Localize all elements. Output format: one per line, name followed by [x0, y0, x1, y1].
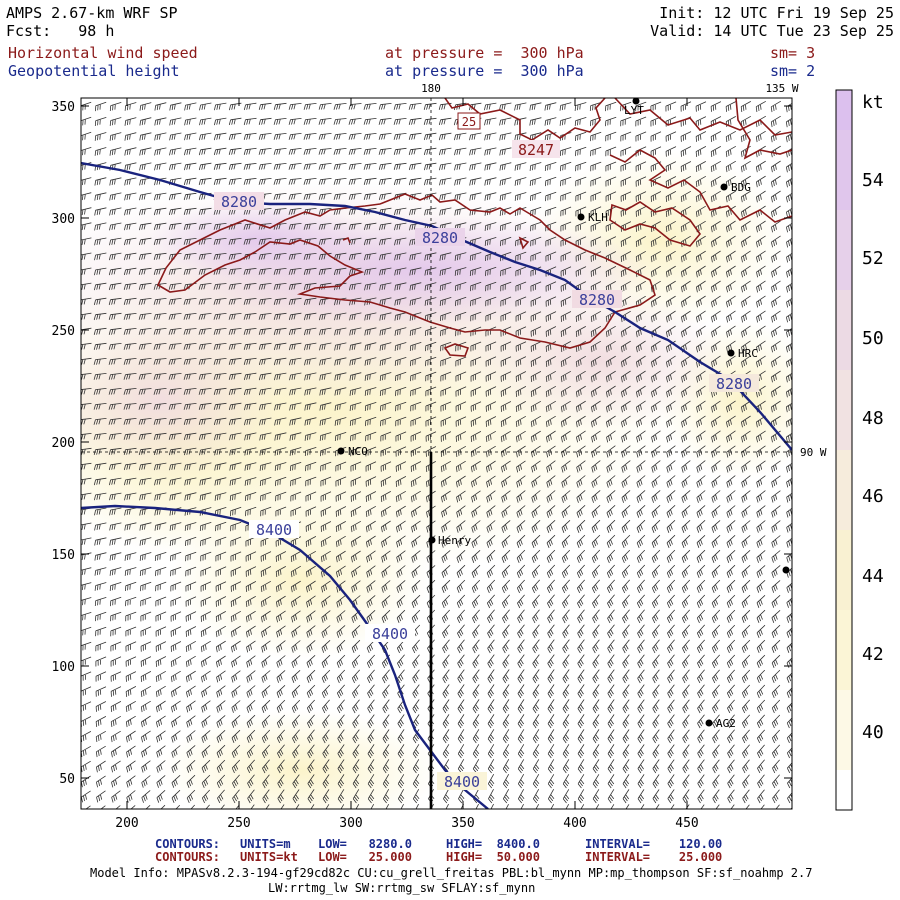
coastline-east — [735, 98, 792, 160]
x-axis-labels: 200 250 300 350 400 450 — [115, 816, 698, 831]
x-tick-300: 300 — [339, 816, 362, 831]
footer-interval-2: INTERVAL= 25.000 — [585, 850, 723, 864]
wind-contour-small-loop — [443, 343, 470, 357]
colorbar-tick-40: 40 — [862, 722, 884, 743]
y-tick-350: 350 — [52, 100, 75, 115]
init-time: Init: 12 UTC Fri 19 Sep 25 — [659, 4, 894, 22]
footer-low-2: LOW= 25.000 — [318, 850, 412, 864]
coastline-ne — [614, 98, 792, 136]
footer-contour-label-2: CONTOURS: — [155, 850, 221, 864]
valid-time: Valid: 14 UTC Tue 23 Sep 25 — [650, 22, 894, 40]
station-henry: Henry — [438, 534, 471, 547]
model-info: Model Info: MPASv8.2.3-194-gf29cd82c CU:… — [90, 866, 813, 880]
x-tick-450: 450 — [675, 816, 698, 831]
wind-barbs — [81, 100, 792, 809]
footer-contour-label-1: CONTOURS: — [155, 837, 221, 851]
lon-label-180: 180 — [421, 82, 441, 95]
height-label-5: 8400 — [256, 521, 292, 539]
field2-name: Geopotential height — [8, 62, 180, 80]
y-tick-200: 200 — [52, 436, 75, 451]
height-label-6: 8400 — [372, 625, 408, 643]
footer-low-1: LOW= 8280.0 — [318, 837, 412, 851]
height-label-3: 8280 — [579, 291, 615, 309]
colorbar-unit: kt — [862, 92, 884, 113]
y-tick-300: 300 — [52, 212, 75, 227]
y-axis-labels: 350 300 250 200 150 100 50 — [52, 100, 75, 787]
lon-label-90w: 90 W — [800, 446, 827, 459]
lon-label-135w: 135 W — [765, 82, 798, 95]
field1-level: at pressure = 300 hPa — [385, 44, 584, 62]
colorbar-tick-46: 46 — [862, 486, 884, 507]
stations: LYT BDG KLH HRC NCO Henry AG2 — [337, 98, 790, 730]
height-label-2: 8280 — [422, 229, 458, 247]
footer-high-1: HIGH= 8400.0 — [446, 837, 540, 851]
speed-label-1: 8247 — [518, 141, 554, 159]
field1-name: Horizontal wind speed — [8, 44, 198, 62]
height-label-1: 8280 — [221, 193, 257, 211]
x-tick-400: 400 — [563, 816, 586, 831]
footer-interval-1: INTERVAL= 120.00 — [585, 837, 723, 851]
x-tick-350: 350 — [451, 816, 474, 831]
field2-level: at pressure = 300 hPa — [385, 62, 584, 80]
map-plot: 8280 8280 8280 8280 8400 8400 8400 8247 … — [52, 82, 884, 831]
coastline-ross — [609, 149, 792, 223]
coastline-small — [609, 201, 702, 247]
colorbar: kt 54 52 50 48 46 44 42 40 — [835, 89, 884, 811]
height-contour-labels: 8280 8280 8280 8280 8400 8400 8400 — [214, 192, 759, 791]
y-tick-150: 150 — [52, 548, 75, 563]
colorbar-tick-52: 52 — [862, 248, 884, 269]
x-tick-250: 250 — [227, 816, 250, 831]
wind-barb-field — [81, 100, 792, 809]
colorbar-tick-50: 50 — [862, 328, 884, 349]
y-tick-50: 50 — [59, 772, 75, 787]
colorbar-tick-42: 42 — [862, 644, 884, 665]
footer-units-1: UNITS=m — [240, 837, 291, 851]
height-label-4: 8280 — [716, 375, 752, 393]
axis-ticks — [81, 98, 792, 809]
station-bdg: BDG — [731, 181, 751, 194]
footer-units-2: UNITS=kt — [240, 850, 298, 864]
forecast-hour: Fcst: 98 h — [6, 22, 115, 40]
colorbar-tick-54: 54 — [862, 170, 884, 191]
station-lyt: LYT — [624, 104, 644, 117]
field2-smoothing: sm= 2 — [770, 62, 816, 80]
wind-contour-small-tick — [342, 236, 351, 244]
y-tick-250: 250 — [52, 324, 75, 339]
height-label-7: 8400 — [444, 773, 480, 791]
station-klh: KLH — [588, 211, 608, 224]
height-contour-8400 — [81, 504, 489, 809]
footer-high-2: HIGH= 50.000 — [446, 850, 540, 864]
wind-contour-spot — [518, 236, 530, 250]
model-title: AMPS 2.67-km WRF SP — [6, 4, 178, 22]
station-hrc: HRC — [738, 347, 758, 360]
station-nco: NCO — [348, 445, 368, 458]
speed-label-2: 25 — [462, 115, 476, 129]
station-ag2: AG2 — [716, 717, 736, 730]
model-info-2: LW:rrtmg_lw SW:rrtmg_sw SFLAY:sf_mynn — [268, 881, 536, 895]
colorbar-tick-44: 44 — [862, 566, 884, 587]
field1-smoothing: sm= 3 — [770, 44, 816, 62]
x-tick-200: 200 — [115, 816, 138, 831]
y-tick-100: 100 — [52, 660, 75, 675]
plot-frame — [80, 97, 793, 810]
colorbar-tick-48: 48 — [862, 408, 884, 429]
